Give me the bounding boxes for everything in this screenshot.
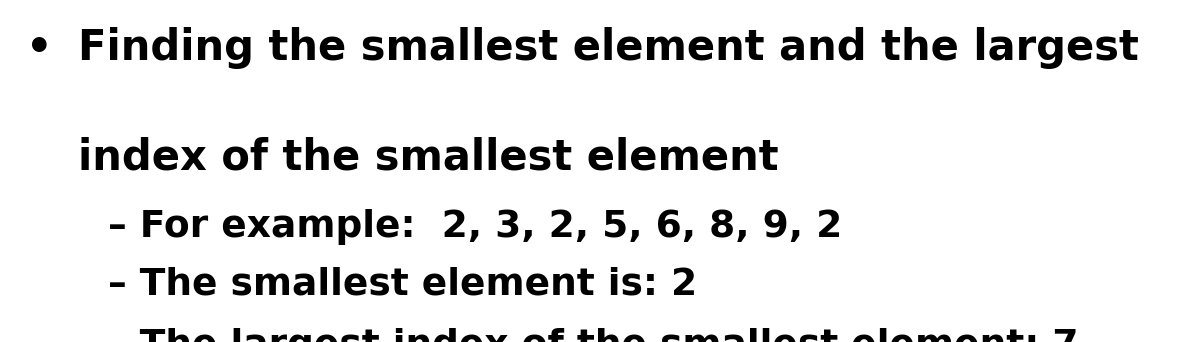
Text: Finding the smallest element and the largest: Finding the smallest element and the lar…	[78, 27, 1139, 69]
Text: – The smallest element is: 2: – The smallest element is: 2	[108, 267, 697, 303]
Text: index of the smallest element: index of the smallest element	[78, 137, 779, 179]
Text: – The largest index of the smallest element: 7: – The largest index of the smallest elem…	[108, 328, 1079, 342]
Text: – For example:  2, 3, 2, 5, 6, 8, 9, 2: – For example: 2, 3, 2, 5, 6, 8, 9, 2	[108, 209, 842, 245]
Text: •: •	[26, 27, 53, 69]
